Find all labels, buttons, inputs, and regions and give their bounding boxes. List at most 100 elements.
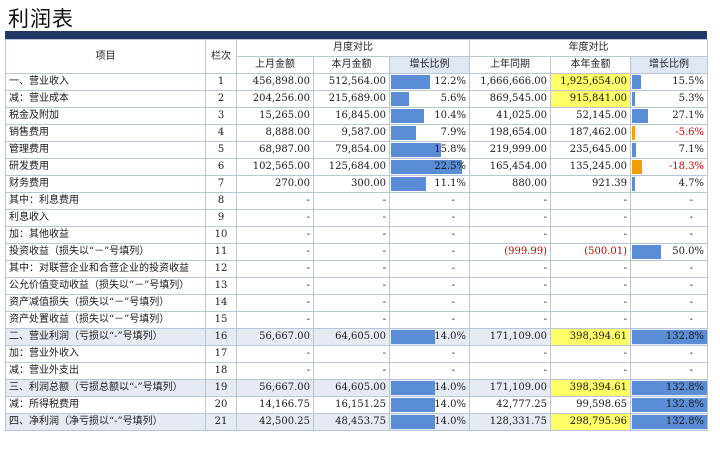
row-label: 销售费用 — [5, 124, 206, 142]
monthly-growth: 12.2% — [388, 73, 471, 91]
monthly-growth: 14.0% — [388, 396, 471, 414]
monthly-growth-bar — [391, 75, 430, 89]
table-row: 财务费用 7 270.00 300.00 11.1% 880.00 921.39 4.7% — [5, 175, 709, 193]
row-label: 加：营业外收入 — [5, 345, 206, 363]
table-row: 其中：对联营企业和合营企业的投资收益 12- - - - - - — [5, 260, 709, 278]
monthly-growth: - — [388, 209, 471, 227]
yearly-growth-value: - — [689, 348, 694, 359]
this-month-amount: 9,587.00 — [313, 124, 390, 142]
this-month-amount: - — [313, 243, 390, 261]
monthly-growth: 14.0% — [388, 328, 471, 346]
yearly-growth-bar — [632, 245, 661, 259]
last-month-amount: 14,166.75 — [236, 396, 314, 414]
monthly-growth-bar — [391, 109, 424, 123]
last-year-amount: - — [469, 362, 552, 380]
yearly-growth: - — [630, 260, 709, 278]
yearly-growth-value: - — [689, 297, 694, 308]
this-year-amount: 52,145.00 — [550, 107, 632, 125]
yearly-growth-value: 7.1% — [678, 144, 705, 155]
yearly-growth-value: 27.1% — [672, 110, 705, 121]
row-label: 公允价值变动收益（损失以“－”号填列） — [5, 277, 206, 295]
monthly-growth-value: 15.8% — [434, 144, 467, 155]
this-month-amount: 16,151.25 — [313, 396, 390, 414]
row-label: 减：营业成本 — [5, 90, 206, 108]
this-year-amount: - — [550, 345, 632, 363]
row-index: 12 — [205, 260, 237, 278]
this-month-amount: 125,684.00 — [313, 158, 390, 176]
report-title: 利润表 — [8, 7, 74, 31]
yearly-growth-value: - — [689, 365, 694, 376]
monthly-growth-value: - — [451, 246, 456, 257]
monthly-growth-bar — [391, 92, 409, 106]
yearly-growth-bar — [632, 126, 636, 140]
last-year-amount: 869,545.00 — [469, 90, 552, 108]
monthly-growth-bar — [391, 330, 436, 344]
yearly-growth: 7.1% — [630, 141, 709, 159]
monthly-growth: 7.9% — [388, 124, 471, 142]
this-month-amount: - — [313, 226, 390, 244]
this-month-amount: - — [313, 260, 390, 278]
last-month-amount: 204,256.00 — [236, 90, 314, 108]
table-row: 减：所得税费用 20 14,166.75 16,151.25 14.0% 42,777.2… — [5, 396, 709, 414]
this-year-amount: - — [550, 260, 632, 278]
row-index: 3 — [205, 107, 237, 125]
table-row: 一、营业收入 1 456,898.00 512,564.00 12.2% 1,666,66… — [5, 73, 709, 91]
table-row: 管理费用 5 68,987.00 79,854.00 15.8% 219,999.00 23… — [5, 141, 709, 159]
last-month-amount: 8,888.00 — [236, 124, 314, 142]
yearly-growth: - — [630, 294, 709, 312]
row-index: 20 — [205, 396, 237, 414]
row-label: 其中：对联营企业和合营企业的投资收益 — [5, 260, 206, 278]
last-month-amount: - — [236, 362, 314, 380]
last-year-amount: - — [469, 311, 552, 329]
yearly-growth-value: 50.0% — [672, 246, 705, 257]
header-monthly-growth: 增长比例 — [388, 56, 471, 74]
row-label: 加：其他收益 — [5, 226, 206, 244]
yearly-growth: 50.0% — [630, 243, 709, 261]
monthly-growth-value: - — [451, 348, 456, 359]
monthly-growth: - — [388, 345, 471, 363]
header-last-month: 上月金额 — [236, 56, 314, 74]
row-index: 16 — [205, 328, 237, 346]
this-month-amount: 48,453.75 — [313, 413, 390, 431]
last-year-amount: - — [469, 294, 552, 312]
row-index: 13 — [205, 277, 237, 295]
yearly-growth: - — [630, 311, 709, 329]
monthly-growth: - — [388, 277, 471, 295]
monthly-growth-bar — [391, 398, 436, 412]
row-label: 四、净利润（净亏损以“-”号填列） — [5, 413, 206, 431]
row-index: 21 — [205, 413, 237, 431]
monthly-growth-value: 10.4% — [434, 110, 467, 121]
monthly-growth-value: 14.0% — [434, 382, 467, 393]
income-statement-table: 项目 栏次 月度对比 年度对比 上月金额 本月金额 增长比例 上年同期 本年金额… — [5, 39, 709, 431]
last-year-amount: - — [469, 260, 552, 278]
last-month-amount: - — [236, 277, 314, 295]
yearly-growth: 132.8% — [630, 396, 709, 414]
this-month-amount: - — [313, 294, 390, 312]
monthly-growth: - — [388, 243, 471, 261]
yearly-growth: 4.7% — [630, 175, 709, 193]
last-year-amount: - — [469, 345, 552, 363]
this-year-amount: 921.39 — [550, 175, 632, 193]
last-year-amount: 165,454.00 — [469, 158, 552, 176]
last-month-amount: - — [236, 226, 314, 244]
this-month-amount: 64,605.00 — [313, 379, 390, 397]
monthly-growth-value: 12.2% — [434, 76, 467, 87]
row-index: 11 — [205, 243, 237, 261]
last-month-amount: 456,898.00 — [236, 73, 314, 91]
this-month-amount: 64,605.00 — [313, 328, 390, 346]
header-yearly-growth: 增长比例 — [630, 56, 709, 74]
yearly-growth: - — [630, 209, 709, 227]
yearly-growth-bar — [632, 109, 648, 123]
last-month-amount: - — [236, 209, 314, 227]
table-row: 减：营业成本 2 204,256.00 215,689.00 5.6% 869,545.0… — [5, 90, 709, 108]
row-index: 10 — [205, 226, 237, 244]
this-year-amount: 398,394.61 — [550, 379, 632, 397]
row-label: 三、利润总额（亏损总额以“-”号填列） — [5, 379, 206, 397]
last-year-amount: - — [469, 226, 552, 244]
monthly-growth-bar — [391, 160, 463, 174]
monthly-growth-value: - — [451, 212, 456, 223]
this-year-amount: - — [550, 226, 632, 244]
last-year-amount: - — [469, 277, 552, 295]
yearly-growth: -5.6% — [630, 124, 709, 142]
monthly-growth-value: - — [451, 195, 456, 206]
